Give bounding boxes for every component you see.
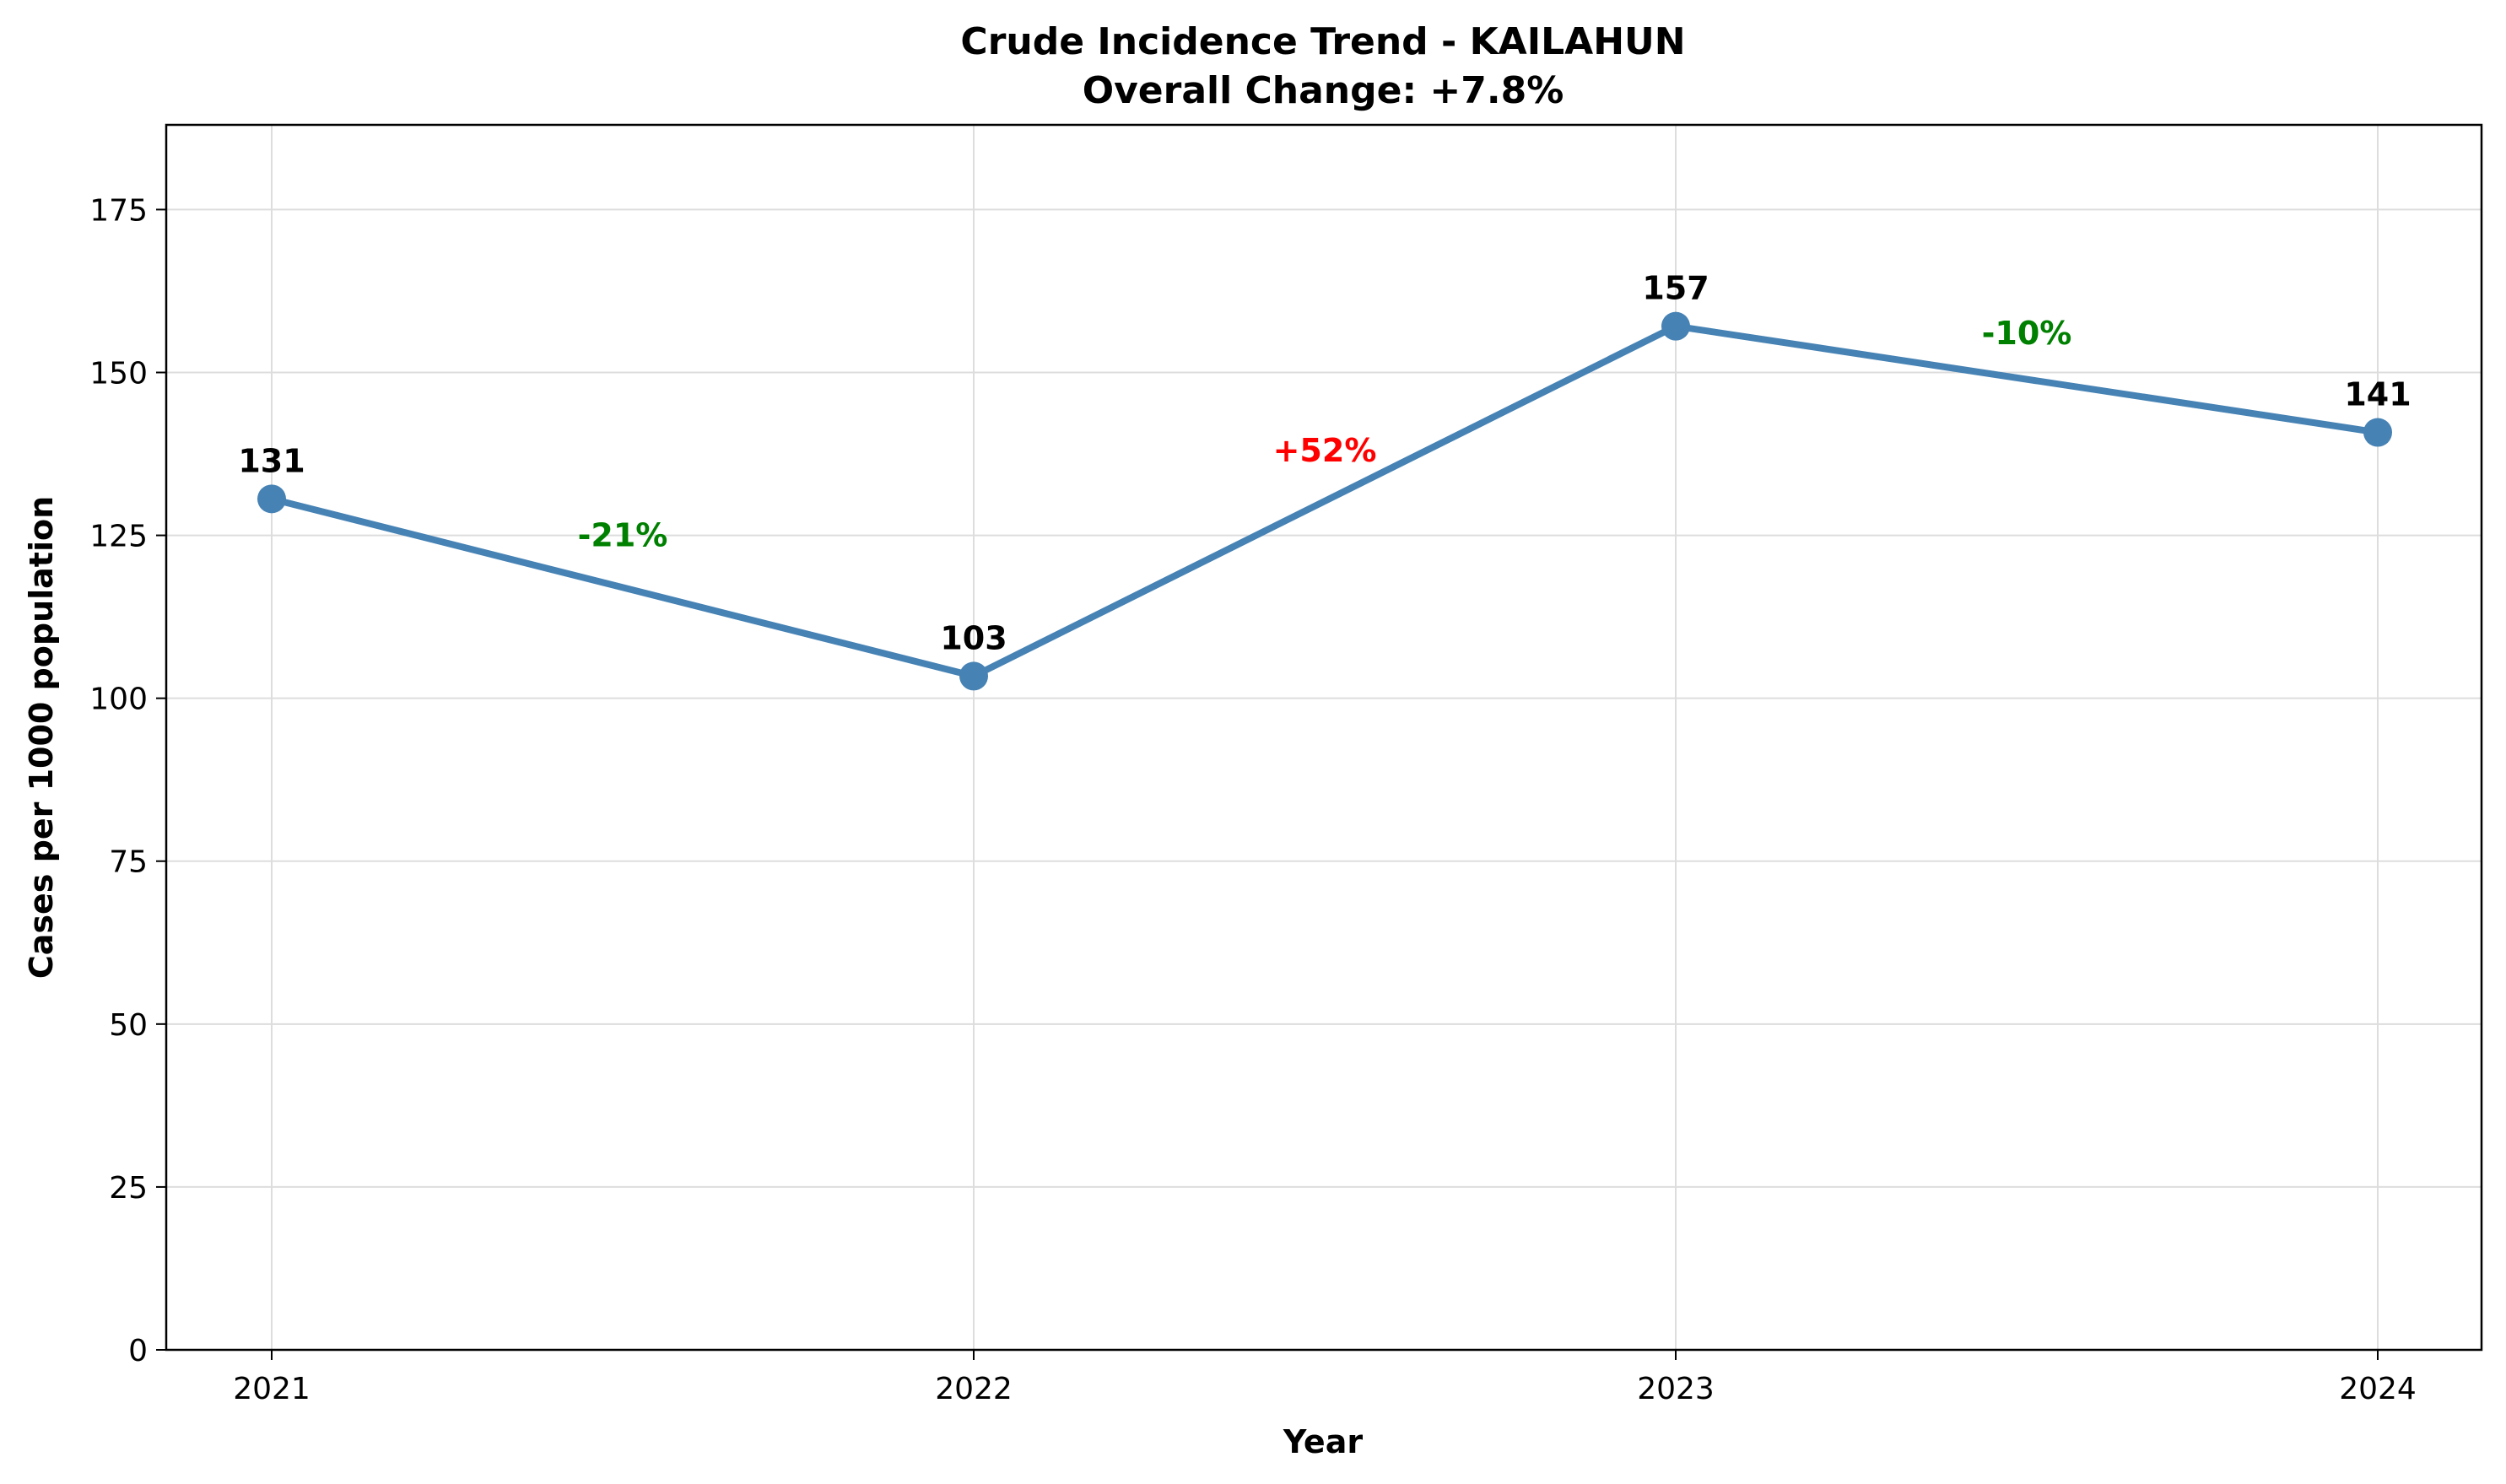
y-tick-label: 25 — [109, 1171, 148, 1206]
data-label: 103 — [940, 619, 1007, 656]
chart-subtitle: Overall Change: +7.8% — [1083, 69, 1564, 112]
data-point — [1661, 311, 1690, 341]
plot-frame — [165, 123, 2483, 1352]
y-tick-label: 100 — [89, 683, 148, 717]
change-label: +52% — [1273, 432, 1377, 469]
y-tick-label: 0 — [128, 1334, 148, 1368]
axes: 0 25 50 75 100 125 150 175 2021 2022 2023 2024 — [89, 193, 2417, 1406]
series-line — [268, 322, 2381, 680]
chart-title: Crude Incidence Trend - KAILAHUN — [960, 20, 1685, 63]
data-point — [2363, 418, 2392, 447]
x-tick-label: 2024 — [2339, 1372, 2417, 1406]
x-tick-label: 2022 — [935, 1372, 1013, 1406]
y-tick-label: 175 — [89, 193, 148, 228]
series-layer — [257, 311, 2392, 691]
data-label: 141 — [2344, 376, 2411, 413]
data-labels: 131 103 157 141 -21% +52% -10% — [238, 270, 2411, 657]
data-point — [959, 661, 988, 691]
x-tick-label: 2023 — [1637, 1372, 1715, 1406]
data-point — [257, 484, 286, 514]
y-tick-label: 125 — [89, 520, 148, 554]
y-tick-label: 150 — [89, 356, 148, 391]
data-label: 157 — [1642, 270, 1709, 307]
x-tick-label: 2021 — [233, 1372, 311, 1406]
data-label: 131 — [238, 442, 305, 479]
y-tick-label: 75 — [109, 845, 148, 880]
grid — [166, 125, 2482, 1350]
y-tick-label: 50 — [109, 1008, 148, 1043]
y-axis-label: Cases per 1000 population — [23, 496, 60, 979]
x-axis-label: Year — [1283, 1423, 1363, 1460]
change-label: -10% — [1982, 315, 2072, 352]
change-label: -21% — [578, 517, 668, 554]
